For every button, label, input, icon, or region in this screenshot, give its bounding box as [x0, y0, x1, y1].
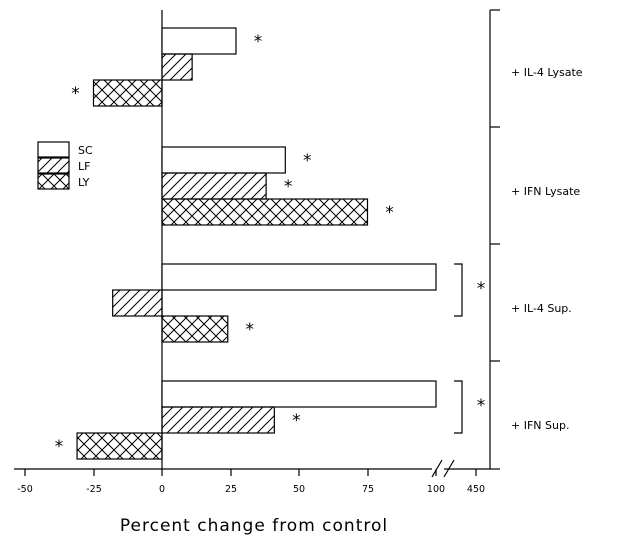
significance-bracket [454, 380, 463, 434]
bar-lf [112, 289, 163, 317]
significance-marker: * [55, 437, 64, 457]
x-axis [14, 459, 490, 478]
bar-ly [161, 315, 229, 343]
significance-bracket [454, 263, 463, 317]
legend: SC LF LY [37, 141, 93, 190]
significance-marker: * [385, 203, 394, 223]
bar-lf [161, 53, 193, 81]
bar-sc [161, 27, 237, 55]
category-label: + IL-4 Sup. [511, 302, 572, 315]
legend-label: LF [78, 160, 90, 173]
significance-marker: * [71, 84, 80, 104]
axis-break-mark [431, 459, 455, 478]
bar-lf [161, 406, 275, 434]
significance-marker: * [246, 320, 255, 340]
x-tick-label: 75 [362, 484, 374, 495]
bar-ly [76, 432, 163, 460]
bar-lf [161, 172, 267, 200]
x-tick-label: -25 [86, 484, 102, 495]
bar-sc [161, 380, 437, 408]
bar-sc [161, 263, 437, 291]
x-tick-label: 50 [293, 484, 305, 495]
x-tick-label: 100 [427, 484, 445, 495]
category-label: + IL-4 Lysate [511, 66, 583, 79]
right-frame [489, 9, 500, 470]
x-tick-label: 25 [225, 484, 237, 495]
significance-marker: * [303, 151, 312, 171]
x-axis-label: Percent change from control [120, 516, 388, 536]
legend-label: LY [78, 176, 90, 189]
bar-ly [161, 198, 369, 226]
bar-sc [161, 146, 286, 174]
x-tick-label: 450 [467, 484, 485, 495]
significance-marker: * [477, 279, 486, 299]
significance-marker: * [284, 177, 293, 197]
category-label: + IFN Sup. [511, 419, 569, 432]
legend-swatch-sc [37, 141, 70, 158]
significance-marker: * [254, 32, 263, 52]
significance-marker: * [292, 411, 301, 431]
x-tick-label: -50 [17, 484, 33, 495]
category-label: + IFN Lysate [511, 185, 580, 198]
significance-marker: * [477, 396, 486, 416]
legend-swatch-lf [37, 157, 70, 174]
legend-swatch-ly [37, 173, 70, 190]
legend-label: SC [78, 144, 93, 157]
bar-ly [92, 79, 163, 107]
x-tick-label: 0 [159, 484, 165, 495]
